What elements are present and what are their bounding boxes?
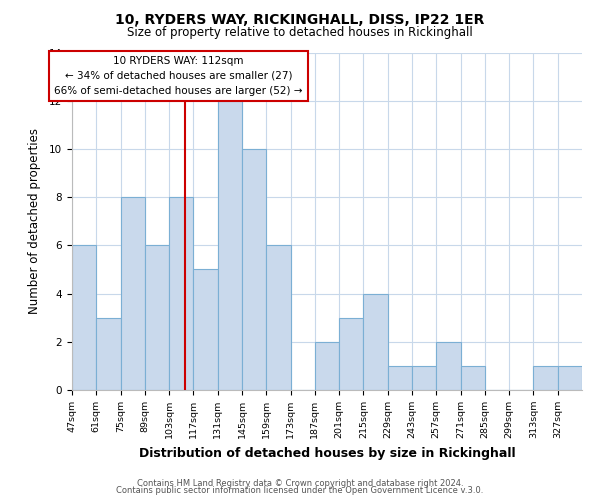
Text: Size of property relative to detached houses in Rickinghall: Size of property relative to detached ho… [127,26,473,39]
Bar [193,270,218,390]
Bar [121,197,145,390]
Bar [558,366,582,390]
Bar [266,246,290,390]
Bar [461,366,485,390]
Bar [364,294,388,390]
Bar [96,318,121,390]
Bar [436,342,461,390]
Bar [169,197,193,390]
Text: Contains HM Land Registry data © Crown copyright and database right 2024.: Contains HM Land Registry data © Crown c… [137,478,463,488]
Y-axis label: Number of detached properties: Number of detached properties [28,128,41,314]
Bar [72,246,96,390]
Bar [388,366,412,390]
Bar [218,100,242,390]
Bar [533,366,558,390]
Bar [339,318,364,390]
X-axis label: Distribution of detached houses by size in Rickinghall: Distribution of detached houses by size … [139,446,515,460]
Text: 10, RYDERS WAY, RICKINGHALL, DISS, IP22 1ER: 10, RYDERS WAY, RICKINGHALL, DISS, IP22 … [115,12,485,26]
Bar [315,342,339,390]
Text: Contains public sector information licensed under the Open Government Licence v.: Contains public sector information licen… [116,486,484,495]
Bar [145,246,169,390]
Bar [412,366,436,390]
Text: 10 RYDERS WAY: 112sqm
← 34% of detached houses are smaller (27)
66% of semi-deta: 10 RYDERS WAY: 112sqm ← 34% of detached … [55,56,303,96]
Bar [242,149,266,390]
